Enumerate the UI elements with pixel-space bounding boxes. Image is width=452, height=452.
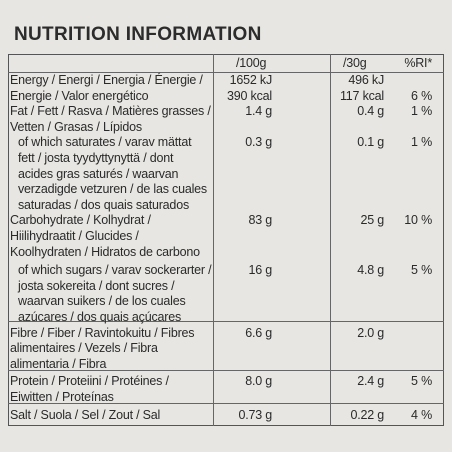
value-ri: 1 %: [411, 104, 432, 119]
column-divider: [213, 54, 214, 426]
value-per-30g: 117 kcal: [339, 88, 384, 103]
row-label: Koolhydraten / Hidratos de carbono: [10, 244, 200, 259]
value-per-100g: 0.3 g: [245, 135, 272, 150]
value-ri: 4 %: [411, 407, 432, 422]
row-label: saturadas / dos quais saturados: [18, 197, 189, 212]
row-divider: [8, 370, 444, 371]
header-ri: %RI*: [404, 56, 432, 70]
value-per-30g: 4.8 g: [357, 263, 384, 278]
header-divider: [8, 72, 444, 73]
value-per-100g: 0.73 g: [238, 407, 272, 422]
row-label: Energy / Energi / Energia / Énergie /: [10, 73, 203, 87]
row-label: Energie / Valor energético: [10, 88, 149, 103]
title: NUTRITION INFORMATION: [14, 24, 262, 45]
row-divider: [8, 403, 444, 404]
value-per-100g: 6.6 g: [245, 325, 272, 340]
value-per-100g: 1652 kJ: [229, 73, 273, 87]
value-per-100g: 390 kcal: [227, 88, 272, 103]
row-label: Hiilihydraatit / Glucides /: [10, 229, 139, 243]
row-label: josta sokereita / dont sucres /: [18, 278, 175, 293]
value-ri: 1 %: [411, 135, 432, 150]
column-divider: [330, 54, 331, 426]
row-divider: [8, 321, 444, 322]
row-label: verzadigde vetzuren / de las cuales: [18, 182, 207, 197]
row-label: Eiwitten / Proteínas: [10, 390, 114, 404]
row-label: acides gras saturés / waarvan: [18, 166, 179, 181]
row-label: Fibre / Fiber / Ravintokuitu / Fibres: [10, 325, 195, 340]
row-label: of which saturates / varav mättat: [18, 135, 192, 150]
value-per-30g: 0.4 g: [357, 104, 384, 119]
row-label: alimentaria / Fibra: [10, 356, 107, 371]
value-per-30g: 496 kJ: [348, 73, 384, 87]
value-per-30g: 2.0 g: [357, 325, 384, 340]
row-label: Protein / Proteiini / Protéines /: [10, 374, 169, 389]
header-per-100g: /100g: [236, 56, 267, 70]
row-label: fett / josta tyydyttynyttä / dont: [18, 151, 174, 165]
value-per-100g: 16 g: [248, 263, 272, 278]
value-per-30g: 2.4 g: [357, 374, 384, 389]
row-label: Vetten / Grasas / Lípidos: [10, 119, 142, 134]
value-ri: 5 %: [411, 374, 432, 389]
row-label: of which sugars / varav sockerarter /: [18, 263, 212, 278]
value-per-100g: 83 g: [248, 213, 272, 228]
value-per-30g: 0.1 g: [357, 135, 384, 150]
header-per-30g: /30g: [343, 56, 367, 70]
value-per-100g: 8.0 g: [245, 374, 272, 389]
value-per-100g: 1.4 g: [245, 104, 272, 119]
row-label: alimentaires / Vezels / Fibra: [10, 341, 158, 356]
row-label: Salt / Suola / Sel / Zout / Sal: [10, 407, 161, 422]
value-per-30g: 25 g: [360, 213, 384, 228]
table-border: [8, 54, 444, 426]
row-label: Fat / Fett / Rasva / Matières grasses /: [10, 104, 211, 119]
row-label: waarvan suikers / de los cuales: [18, 294, 186, 309]
value-ri: 5 %: [411, 263, 432, 278]
value-ri: 6 %: [411, 88, 432, 103]
row-label: azúcares / dos quais açúcares: [18, 310, 182, 324]
row-label: Carbohydrate / Kolhydrat /: [10, 213, 151, 228]
value-per-30g: 0.22 g: [350, 407, 384, 422]
value-ri: 10 %: [404, 213, 432, 228]
